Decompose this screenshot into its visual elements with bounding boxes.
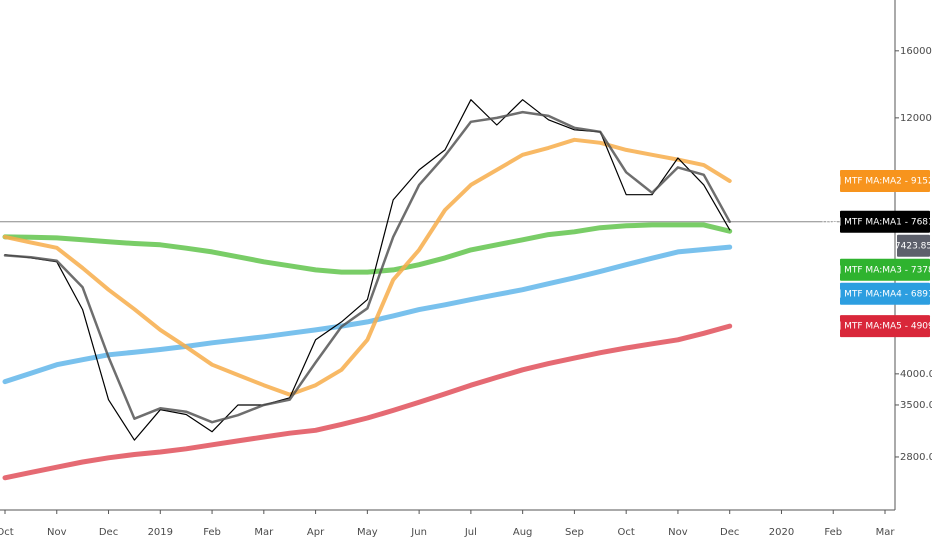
x-tick-label: Dec [99, 527, 118, 538]
x-tick-label: Jul [464, 527, 477, 538]
series-tag-label: 7423.85 [895, 241, 932, 251]
x-tick-label: Aug [513, 527, 533, 538]
y-tick-label: 2800.00 [900, 452, 932, 463]
series-line [3, 110, 731, 424]
x-tick-label: Jun [410, 527, 427, 538]
x-tick-label: Mar [254, 527, 274, 538]
y-tick-label: 12000.00 [900, 113, 932, 124]
series-tag [897, 234, 930, 257]
series-tag [840, 258, 930, 281]
x-tick-label: Sep [565, 527, 584, 538]
series-line [2, 244, 733, 385]
series-tag [840, 315, 930, 338]
x-tick-label: Mar [876, 527, 896, 538]
x-tick-label: 2019 [148, 527, 173, 538]
x-tick-label: Apr [307, 527, 325, 538]
x-tick-label: Nov [47, 527, 67, 538]
y-tick-label: 16000.00 [900, 46, 932, 57]
x-tick-label: Feb [203, 527, 221, 538]
x-tick-label: Nov [668, 527, 688, 538]
series-tag-label: [BA] MTF MA:MA3 - 7378.48 [822, 265, 932, 275]
series-line [4, 99, 731, 441]
series-tag-label: [BA] MTF MA:MA2 - 9152.47 [822, 176, 932, 186]
series-tag [840, 169, 930, 192]
y-tick-label: 4000.00 [900, 369, 932, 380]
series-line [2, 323, 733, 481]
series-tag-label: [BA] MTF MA:MA4 - 6891.83 [822, 289, 932, 299]
x-tick-label: 2020 [769, 527, 794, 538]
series-tag-label: [BA] MTF MA:MA1 - 7681.79 [822, 217, 932, 227]
x-tick-label: Feb [824, 527, 842, 538]
x-tick-label: Dec [720, 527, 739, 538]
series-tag [840, 210, 930, 233]
x-tick-label: Oct [618, 527, 635, 538]
x-tick-label: May [357, 527, 378, 538]
y-tick-label: 3500.00 [900, 400, 932, 411]
x-tick-label: Oct [0, 527, 14, 538]
series-tag-label: [BA] MTF MA:MA5 - 4909.39 [822, 322, 932, 332]
series-line [2, 222, 733, 275]
series-tag [840, 282, 930, 305]
